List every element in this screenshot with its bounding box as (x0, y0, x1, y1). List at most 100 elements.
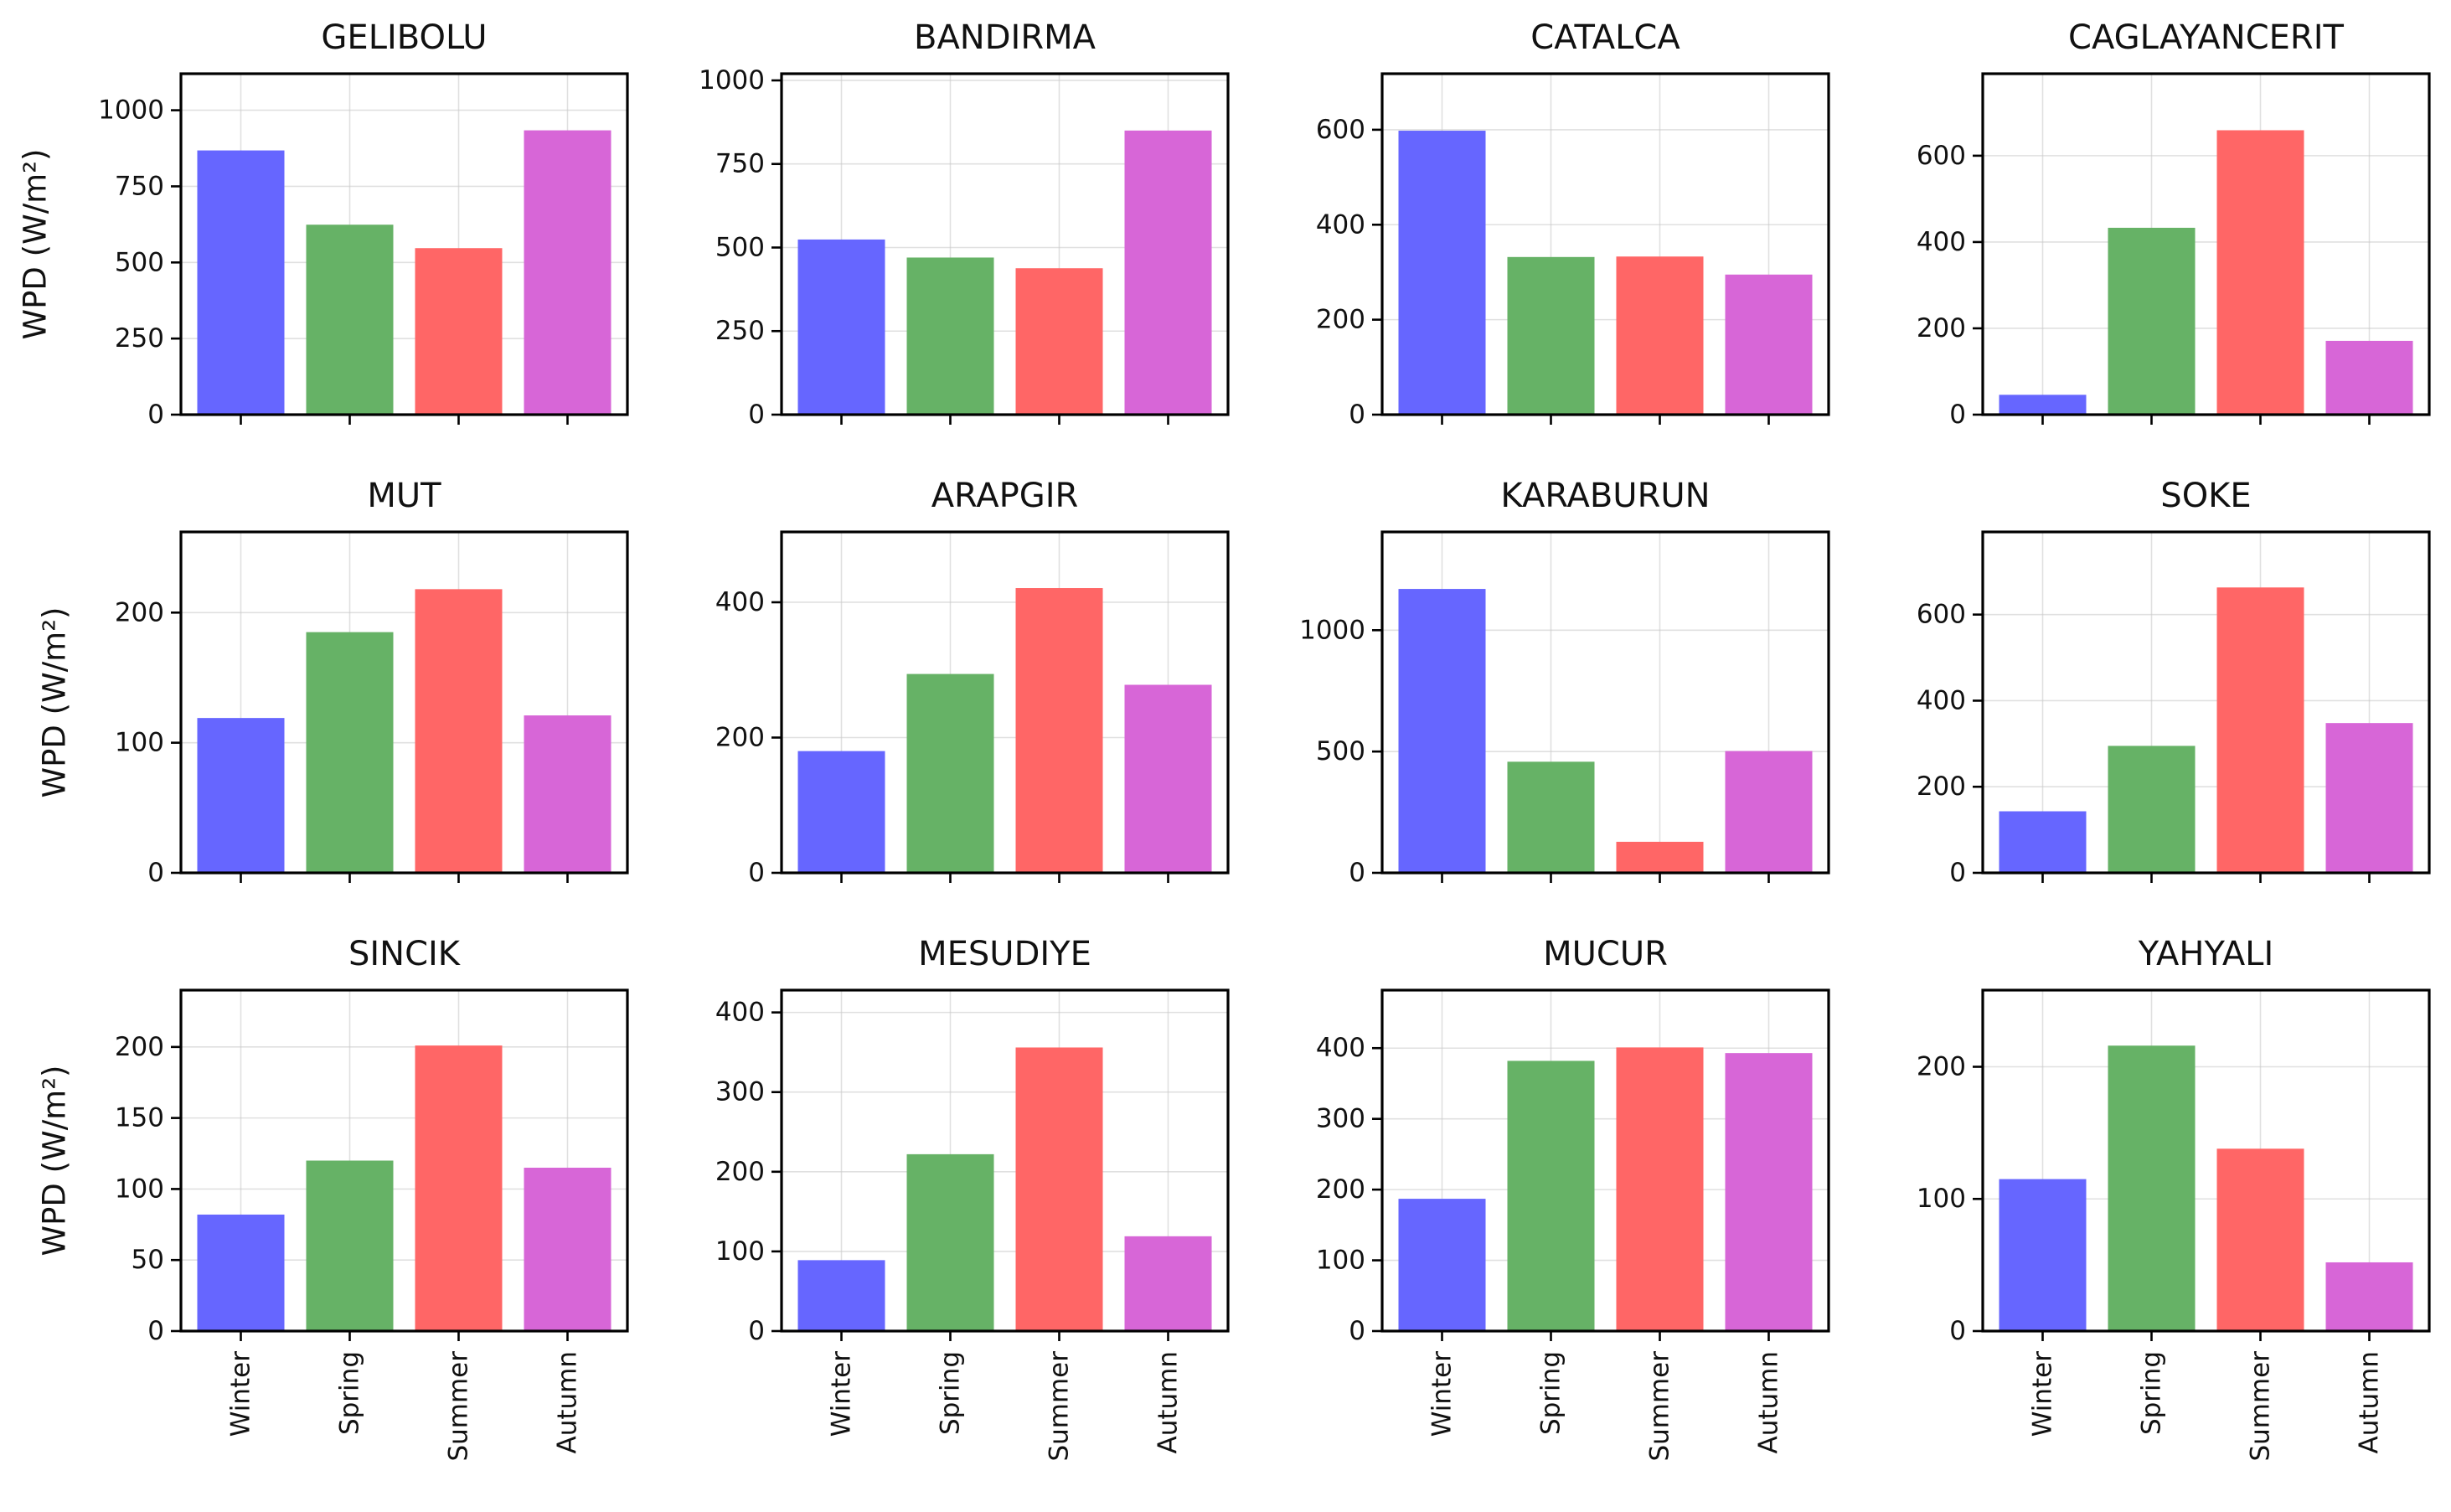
subplot-mut: 0 100 200 MUT WPD (W/m²) (37, 477, 629, 888)
subplot-title: YAHYALI (2138, 935, 2274, 973)
bar-arapgir-summer (1015, 588, 1103, 873)
bar-gelibolu-autumn (524, 130, 611, 415)
bar-mut-winter (197, 718, 285, 873)
x-tick-label: Spring (1536, 1351, 1566, 1435)
y-tick-label: 300 (715, 1077, 765, 1107)
y-tick-label: 100 (1917, 1184, 1966, 1214)
y-tick-label: 750 (115, 171, 164, 201)
y-tick-label: 300 (1316, 1104, 1365, 1134)
y-tick-label: 1000 (98, 95, 164, 126)
bar-gelibolu-winter (197, 150, 285, 415)
bar-sincik-winter (197, 1214, 285, 1331)
axes-frame (1981, 988, 2431, 1333)
axes-frame (179, 72, 629, 416)
y-tick-label: 100 (1316, 1246, 1365, 1276)
bar-karaburun-autumn (1725, 751, 1813, 873)
axes-frame (1380, 530, 1830, 875)
axes-frame (1981, 530, 2431, 875)
bar-yahyali-summer (2216, 1148, 2304, 1331)
bar-bandirma-autumn (1124, 130, 1212, 415)
axes-frame (780, 988, 1230, 1333)
y-tick-label: 100 (715, 1236, 765, 1267)
y-tick-label: 0 (147, 400, 164, 430)
subplot-arapgir: 0 200 400 ARAPGIR (715, 477, 1230, 888)
subplot-title: ARAPGIR (931, 477, 1079, 515)
bar-catalca-winter (1398, 131, 1486, 415)
y-tick-label: 200 (115, 597, 164, 627)
bar-mut-spring (306, 632, 394, 873)
axes-frame (780, 72, 1230, 416)
bar-catalca-autumn (1725, 274, 1813, 415)
subplot-title: CATALCA (1530, 18, 1680, 57)
bar-karaburun-spring (1507, 761, 1595, 873)
y-tick-label: 1000 (699, 65, 765, 95)
subplot-karaburun: 0 500 1000 KARABURUN (1299, 477, 1830, 888)
y-tick-label: 250 (715, 316, 765, 346)
bar-caglayancerit-winter (1999, 395, 2087, 415)
x-tick-label: Spring (2137, 1351, 2167, 1435)
x-tick-label: Winter (827, 1351, 857, 1437)
x-tick-label: Summer (1645, 1351, 1675, 1462)
x-tick-label: Autumn (553, 1351, 583, 1454)
bar-mesudiye-summer (1015, 1047, 1103, 1331)
x-tick-label: Summer (2246, 1351, 2276, 1462)
bar-mucur-spring (1507, 1060, 1595, 1331)
y-axis-label: WPD (W/m²) (37, 1066, 73, 1257)
y-axis-label: WPD (W/m²) (18, 149, 54, 340)
bar-mesudiye-autumn (1124, 1236, 1212, 1331)
bar-arapgir-autumn (1124, 684, 1212, 873)
subplot-title: SINCIK (348, 935, 462, 973)
subplot-title: GELIBOLU (321, 18, 487, 57)
bar-arapgir-spring (906, 673, 994, 873)
y-tick-label: 200 (1917, 1051, 1966, 1081)
subplot-title: MUCUR (1543, 935, 1668, 973)
y-tick-label: 0 (748, 400, 765, 430)
bar-karaburun-winter (1398, 589, 1486, 873)
y-tick-label: 200 (115, 1032, 164, 1062)
y-tick-label: 1000 (1299, 615, 1365, 645)
y-tick-label: 200 (715, 722, 765, 752)
y-tick-label: 0 (1349, 858, 1365, 888)
bar-sincik-spring (306, 1160, 394, 1331)
bar-soke-winter (1999, 811, 2087, 873)
subplot-mesudiye: 0 100 200 300 400 Winter Spring Summer Autumn MES… (715, 935, 1230, 1462)
subplot-catalca: 0 200 400 600 CATALCA (1316, 18, 1830, 430)
subplot-mucur: 0 100 200 300 400 Winter Spring Summer Autumn MUC… (1316, 935, 1830, 1462)
x-tick-label: Autumn (2355, 1351, 2385, 1454)
x-tick-label: Autumn (1153, 1351, 1184, 1454)
y-tick-label: 0 (147, 1316, 164, 1346)
y-tick-label: 750 (715, 149, 765, 179)
y-tick-label: 250 (115, 323, 164, 353)
axes-frame (1380, 72, 1830, 416)
y-tick-label: 0 (1949, 858, 1966, 888)
bar-caglayancerit-summer (2216, 130, 2304, 415)
bar-yahyali-spring (2108, 1045, 2196, 1331)
y-tick-label: 500 (715, 232, 765, 262)
y-tick-label: 600 (1316, 115, 1365, 145)
subplot-caglayancerit: 0 200 400 600 CAGLAYANCERIT (1917, 18, 2431, 430)
bar-mut-autumn (524, 715, 611, 873)
y-tick-label: 200 (1316, 1174, 1365, 1205)
bar-mucur-summer (1616, 1047, 1704, 1331)
subplot-title: CAGLAYANCERIT (2068, 18, 2344, 57)
subplot-sincik: 0 50 100 150 200 Winter Spring Summer Autumn SINC… (37, 935, 629, 1462)
subplot-title: MESUDIYE (918, 935, 1091, 973)
y-tick-label: 400 (715, 998, 765, 1028)
y-tick-label: 600 (1917, 141, 1966, 171)
y-tick-label: 600 (1917, 600, 1966, 630)
axes-frame (780, 530, 1230, 875)
subplot-bandirma: 0 250 500 750 1000 BANDIRMA (699, 18, 1230, 430)
subplot-title: KARABURUN (1500, 477, 1710, 515)
y-tick-label: 500 (1316, 736, 1365, 766)
subplot-title: MUT (367, 477, 441, 515)
y-axis-label: WPD (W/m²) (37, 607, 73, 798)
y-tick-label: 400 (1917, 227, 1966, 257)
bar-sincik-autumn (524, 1167, 611, 1331)
x-tick-label: Spring (335, 1351, 365, 1435)
subplot-title: BANDIRMA (914, 18, 1096, 57)
y-tick-label: 200 (715, 1157, 765, 1187)
bar-caglayancerit-autumn (2325, 340, 2413, 415)
subplot-yahyali: 0 100 200 Winter Spring Summer Autumn YAHYALI (1917, 935, 2431, 1462)
y-tick-label: 400 (715, 587, 765, 617)
bar-catalca-summer (1616, 256, 1704, 415)
